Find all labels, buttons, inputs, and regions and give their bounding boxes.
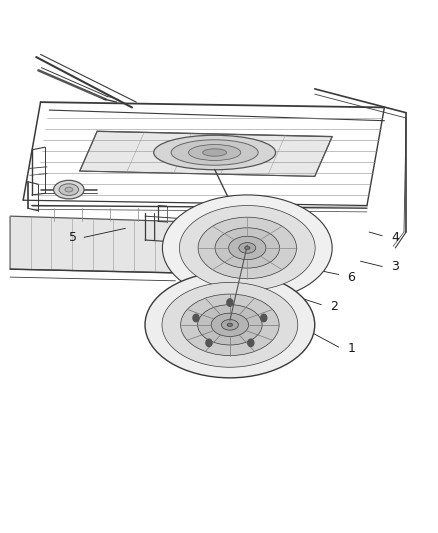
Ellipse shape bbox=[171, 140, 258, 165]
Polygon shape bbox=[80, 131, 332, 176]
Ellipse shape bbox=[162, 282, 298, 367]
Ellipse shape bbox=[59, 184, 79, 196]
Ellipse shape bbox=[245, 246, 250, 249]
Circle shape bbox=[227, 299, 233, 306]
Text: 1: 1 bbox=[347, 342, 355, 355]
Circle shape bbox=[193, 314, 199, 321]
Circle shape bbox=[206, 339, 212, 346]
Ellipse shape bbox=[162, 195, 332, 301]
Ellipse shape bbox=[198, 217, 297, 279]
Ellipse shape bbox=[145, 272, 315, 378]
Ellipse shape bbox=[215, 228, 279, 268]
Text: 5: 5 bbox=[69, 231, 77, 244]
Ellipse shape bbox=[203, 149, 226, 156]
Ellipse shape bbox=[211, 313, 248, 336]
Ellipse shape bbox=[227, 323, 233, 326]
Polygon shape bbox=[10, 216, 176, 273]
Text: 3: 3 bbox=[391, 260, 399, 273]
Text: 4: 4 bbox=[391, 231, 399, 244]
Ellipse shape bbox=[180, 206, 315, 290]
Text: 6: 6 bbox=[347, 271, 355, 284]
Ellipse shape bbox=[229, 236, 266, 260]
Ellipse shape bbox=[221, 319, 238, 330]
Ellipse shape bbox=[53, 180, 84, 199]
Ellipse shape bbox=[239, 243, 256, 253]
Ellipse shape bbox=[65, 187, 73, 192]
Ellipse shape bbox=[198, 305, 262, 345]
Circle shape bbox=[248, 339, 254, 346]
Ellipse shape bbox=[154, 135, 276, 169]
Ellipse shape bbox=[180, 294, 279, 356]
Text: 2: 2 bbox=[330, 300, 338, 313]
Circle shape bbox=[261, 314, 267, 321]
Ellipse shape bbox=[188, 144, 241, 160]
